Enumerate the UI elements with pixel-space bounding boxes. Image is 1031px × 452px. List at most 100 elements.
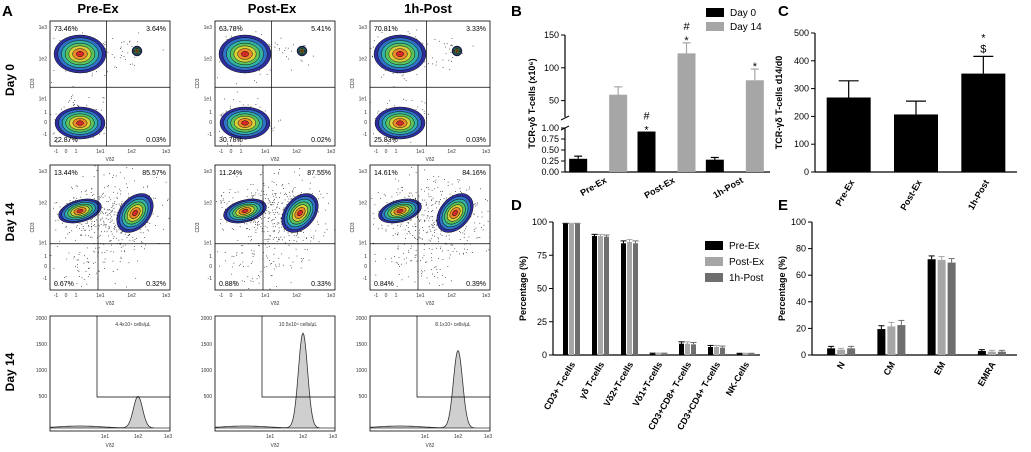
event-dot <box>250 236 252 237</box>
event-dot <box>433 176 435 177</box>
event-dot <box>110 240 112 241</box>
event-dot <box>259 106 261 108</box>
y-tick-label: 100 <box>532 217 547 227</box>
bar-pre-ex <box>977 351 986 355</box>
event-dot <box>92 218 93 219</box>
event-dot <box>223 192 225 193</box>
event-dot <box>474 203 476 205</box>
histogram-gate <box>261 316 335 398</box>
event-dot <box>110 210 112 212</box>
event-dot <box>73 197 75 199</box>
event-dot <box>76 259 78 261</box>
event-dot <box>296 235 297 237</box>
event-dot <box>242 252 243 254</box>
event-dot <box>300 267 302 269</box>
event-dot <box>407 31 409 33</box>
event-dot <box>113 191 114 193</box>
event-dot <box>325 209 327 211</box>
event-dot <box>288 235 290 236</box>
event-dot <box>291 69 292 71</box>
event-dot <box>102 261 104 263</box>
event-dot <box>274 230 275 232</box>
event-dot <box>231 228 233 229</box>
event-dot <box>269 202 271 203</box>
x-tick-label: 1e1 <box>261 293 270 299</box>
event-dot <box>263 231 265 233</box>
event-dot <box>422 109 424 110</box>
event-dot <box>265 243 266 245</box>
event-dot <box>461 192 462 194</box>
event-dot <box>98 224 99 226</box>
event-dot <box>449 193 451 195</box>
event-dot <box>398 180 399 182</box>
event-dot <box>279 230 280 232</box>
event-dot <box>313 237 314 239</box>
event-dot <box>100 195 102 197</box>
x-tick-label: CM <box>881 360 897 377</box>
event-dot <box>421 273 422 274</box>
event-dot <box>239 101 241 103</box>
event-dot <box>89 274 90 275</box>
x-tick-label: 1 <box>75 293 78 299</box>
event-dot <box>272 201 274 203</box>
event-dot <box>53 132 55 134</box>
event-dot <box>435 219 437 221</box>
event-dot <box>445 242 446 244</box>
event-dot <box>286 196 288 197</box>
event-dot <box>117 269 119 270</box>
event-dot <box>258 275 259 276</box>
event-dot <box>428 63 429 65</box>
event-dot <box>92 137 94 138</box>
event-dot <box>257 189 259 191</box>
event-dot <box>252 256 254 257</box>
event-dot <box>442 283 444 285</box>
event-dot <box>221 207 223 208</box>
y-tick-label: 0.50 <box>541 145 559 155</box>
event-dot <box>433 221 435 223</box>
event-dot <box>216 201 217 202</box>
event-dot <box>452 57 454 59</box>
event-dot <box>273 219 275 220</box>
y-tick-label: 1e2 <box>204 57 213 63</box>
event-dot <box>291 267 292 269</box>
event-dot <box>267 198 269 200</box>
event-dot <box>430 231 432 232</box>
event-dot <box>411 100 413 101</box>
event-dot <box>451 44 452 46</box>
event-dot <box>257 224 259 226</box>
event-dot <box>260 195 262 196</box>
event-dot <box>431 257 432 259</box>
event-dot <box>441 275 443 276</box>
event-dot <box>268 213 270 214</box>
event-dot <box>233 262 235 264</box>
event-dot <box>272 219 273 221</box>
event-dot <box>239 226 241 228</box>
event-dot <box>422 271 423 273</box>
event-dot <box>273 127 275 129</box>
event-dot <box>487 210 489 212</box>
event-dot <box>423 214 425 216</box>
event-dot <box>442 259 444 260</box>
event-dot <box>96 109 97 110</box>
y-tick-label: 0 <box>44 120 47 126</box>
event-dot <box>373 242 374 244</box>
quadrant-lower-left-pct: 25.83% <box>374 137 398 144</box>
event-dot <box>299 168 301 169</box>
event-dot <box>65 226 67 227</box>
event-dot <box>419 237 421 239</box>
event-dot <box>269 45 271 47</box>
event-dot <box>401 187 403 188</box>
event-dot <box>452 244 454 246</box>
event-dot <box>421 270 422 272</box>
event-dot <box>120 193 121 195</box>
x-tick-label: 1e2 <box>292 293 301 299</box>
event-dot <box>258 282 260 284</box>
bar-1h-post <box>691 344 696 355</box>
event-dot <box>85 271 87 272</box>
event-dot <box>271 204 272 206</box>
y-tick-label: -1 <box>43 276 48 282</box>
event-dot <box>107 209 108 211</box>
event-dot <box>264 110 266 112</box>
